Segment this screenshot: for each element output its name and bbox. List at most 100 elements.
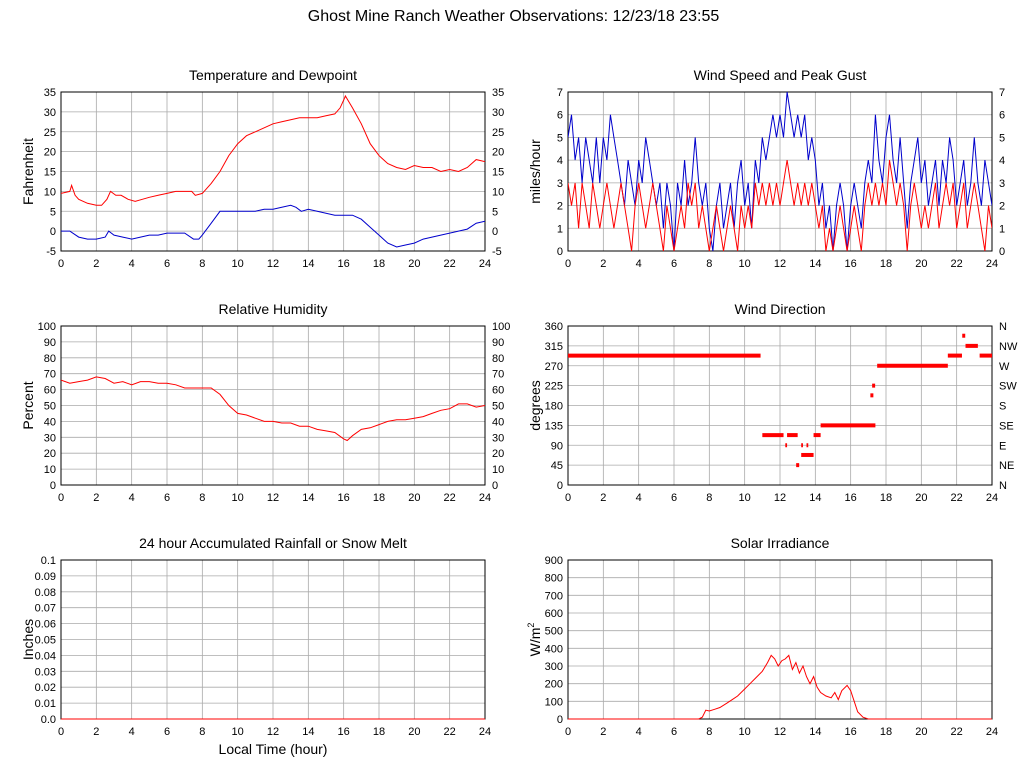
y-tick-label: 35 <box>44 87 56 99</box>
right-y-tick-label: E <box>999 440 1006 452</box>
x-tick-label: 16 <box>338 492 350 504</box>
page-title: Ghost Mine Ranch Weather Observations: 1… <box>307 8 720 25</box>
right-y-tick-label: SW <box>999 381 1017 393</box>
x-tick-label: 12 <box>267 492 279 504</box>
y-tick-label: 360 <box>545 321 563 333</box>
wdir-plot-frame <box>567 325 993 486</box>
y-tick-label: 45 <box>551 460 563 472</box>
x-tick-label: 2 <box>600 258 606 270</box>
y-tick-label: 10 <box>44 186 56 198</box>
x-tick-label: 18 <box>373 726 385 738</box>
wind-plot-frame <box>567 91 993 252</box>
right-y-tick-label: 90 <box>492 337 504 349</box>
temp-plot-frame <box>60 91 486 252</box>
x-tick-label: 8 <box>199 258 205 270</box>
y-tick-label: 0.0 <box>41 714 56 726</box>
right-y-tick-label: SE <box>999 420 1014 432</box>
right-y-tick-label: 20 <box>492 147 504 159</box>
x-tick-label: 24 <box>479 726 491 738</box>
y-tick-label: 200 <box>545 679 563 691</box>
x-tick-label: 22 <box>951 726 963 738</box>
y-tick-label: 0.09 <box>35 571 56 583</box>
wind-direction-point <box>796 463 800 468</box>
right-y-tick-label: 2 <box>999 201 1005 213</box>
right-y-tick-label: 6 <box>999 110 1005 122</box>
x-tick-label: 14 <box>809 258 821 270</box>
y-tick-label: 90 <box>44 337 56 349</box>
y-tick-label: 0.04 <box>35 650 56 662</box>
x-tick-label: 0 <box>565 258 571 270</box>
right-y-tick-label: 50 <box>492 401 504 413</box>
x-tick-label: 10 <box>739 258 751 270</box>
x-tick-label: 12 <box>774 726 786 738</box>
right-y-tick-label: 70 <box>492 369 504 381</box>
y-tick-label: 315 <box>545 341 563 353</box>
wdir-title: Wind Direction <box>734 301 825 317</box>
x-tick-label: 24 <box>479 492 491 504</box>
right-y-tick-label: 60 <box>492 385 504 397</box>
solar-ylabel-superscript: 2 <box>526 623 536 628</box>
wind-series-line-1 <box>568 160 992 252</box>
x-tick-label: 24 <box>986 726 998 738</box>
y-tick-label: 225 <box>545 381 563 393</box>
x-tick-label: 16 <box>338 726 350 738</box>
rain-chart: 24 hour Accumulated Rainfall or Snow Mel… <box>20 535 491 757</box>
x-tick-label: 10 <box>232 726 244 738</box>
rh-series-line-0 <box>61 376 485 442</box>
x-tick-label: 16 <box>845 726 857 738</box>
solar-ylabel: W/m2 <box>526 623 543 657</box>
temp-series-line-0 <box>61 94 485 206</box>
x-tick-label: 20 <box>408 258 420 270</box>
wind-title: Wind Speed and Peak Gust <box>694 67 867 83</box>
x-tick-label: 10 <box>739 492 751 504</box>
y-tick-label: 30 <box>44 107 56 119</box>
x-tick-label: 4 <box>129 258 135 270</box>
right-y-tick-label: 5 <box>999 132 1005 144</box>
right-y-tick-label: 100 <box>492 321 510 333</box>
y-tick-label: 20 <box>44 448 56 460</box>
y-tick-label: 700 <box>545 590 563 602</box>
y-tick-label: 100 <box>38 321 56 333</box>
x-tick-label: 0 <box>565 726 571 738</box>
x-tick-label: 16 <box>845 492 857 504</box>
y-tick-label: 15 <box>44 167 56 179</box>
x-tick-label: 2 <box>93 492 99 504</box>
y-tick-label: 30 <box>44 432 56 444</box>
solar-title: Solar Irradiance <box>731 535 830 551</box>
y-tick-label: 500 <box>545 626 563 638</box>
y-tick-label: 2 <box>557 201 563 213</box>
x-tick-label: 4 <box>129 492 135 504</box>
wind-direction-point <box>870 393 874 398</box>
x-tick-label: 4 <box>129 726 135 738</box>
y-tick-label: 135 <box>545 420 563 432</box>
right-y-tick-label: 1 <box>999 223 1005 235</box>
right-y-tick-label: 10 <box>492 464 504 476</box>
y-tick-label: 6 <box>557 110 563 122</box>
x-tick-label: 6 <box>164 258 170 270</box>
y-tick-label: 0.07 <box>35 603 56 615</box>
y-tick-label: 40 <box>44 416 56 428</box>
wdir-ylabel: degrees <box>527 380 543 431</box>
x-tick-label: 20 <box>408 492 420 504</box>
right-y-tick-label: 30 <box>492 107 504 119</box>
y-tick-label: 60 <box>44 385 56 397</box>
x-tick-label: 14 <box>809 492 821 504</box>
x-tick-label: 0 <box>565 492 571 504</box>
x-tick-label: 22 <box>444 726 456 738</box>
x-tick-label: 6 <box>164 492 170 504</box>
right-y-tick-label: 30 <box>492 432 504 444</box>
y-tick-label: 0.01 <box>35 698 56 710</box>
y-tick-label: 400 <box>545 643 563 655</box>
y-tick-label: 900 <box>545 555 563 567</box>
y-tick-label: 0.02 <box>35 682 56 694</box>
rh-ylabel: Percent <box>20 381 36 429</box>
x-tick-label: 22 <box>444 492 456 504</box>
y-tick-label: 25 <box>44 127 56 139</box>
right-y-tick-label: N <box>999 321 1007 333</box>
x-tick-label: 8 <box>199 726 205 738</box>
y-tick-label: 50 <box>44 401 56 413</box>
right-y-tick-label: 0 <box>492 480 498 492</box>
right-y-tick-label: 10 <box>492 186 504 198</box>
y-tick-label: 5 <box>557 132 563 144</box>
x-tick-label: 16 <box>338 258 350 270</box>
